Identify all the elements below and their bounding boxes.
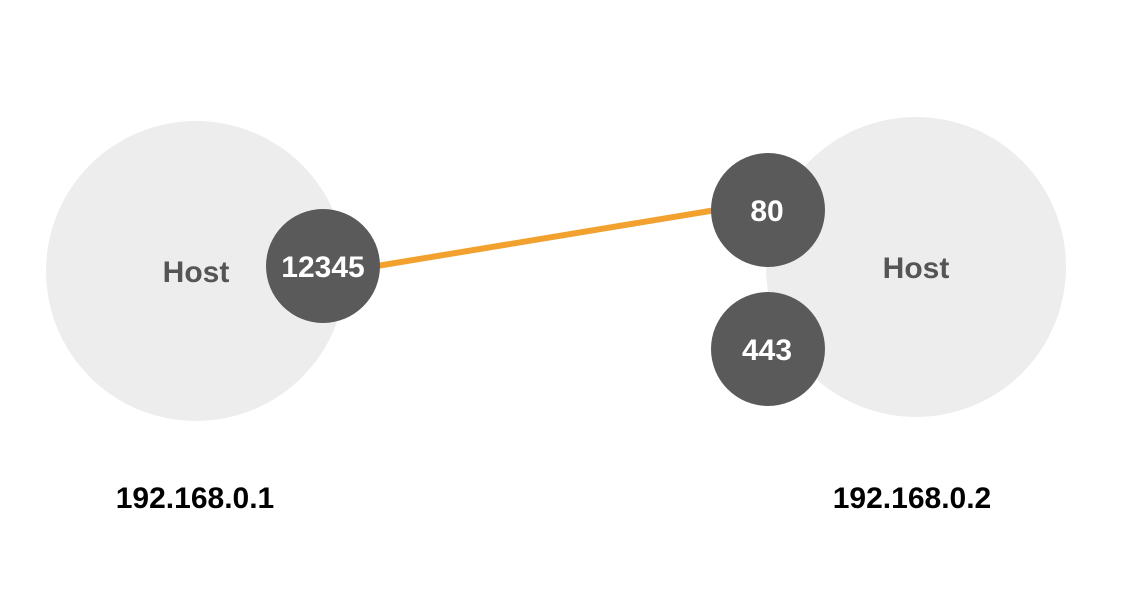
port-circle-12345	[266, 209, 380, 323]
port-circle-443	[711, 292, 825, 406]
host-ip-label-1: 192.168.0.1	[116, 482, 274, 515]
host-ip-label-2: 192.168.0.2	[833, 482, 991, 515]
host-node-1: Host	[46, 121, 346, 421]
port-label-12345: 12345	[281, 251, 364, 284]
port-node-80: 80	[711, 153, 825, 267]
host-label-1: Host	[163, 256, 230, 289]
host-node-2: Host	[766, 117, 1066, 417]
port-label-80: 80	[750, 195, 783, 228]
host-circle-1	[46, 121, 346, 421]
port-node-12345: 12345	[266, 209, 380, 323]
connection-line	[376, 207, 717, 269]
port-node-443: 443	[711, 292, 825, 406]
host-circle-2	[766, 117, 1066, 417]
port-label-443: 443	[742, 334, 792, 367]
port-circle-80	[711, 153, 825, 267]
host-label-2: Host	[883, 252, 950, 285]
